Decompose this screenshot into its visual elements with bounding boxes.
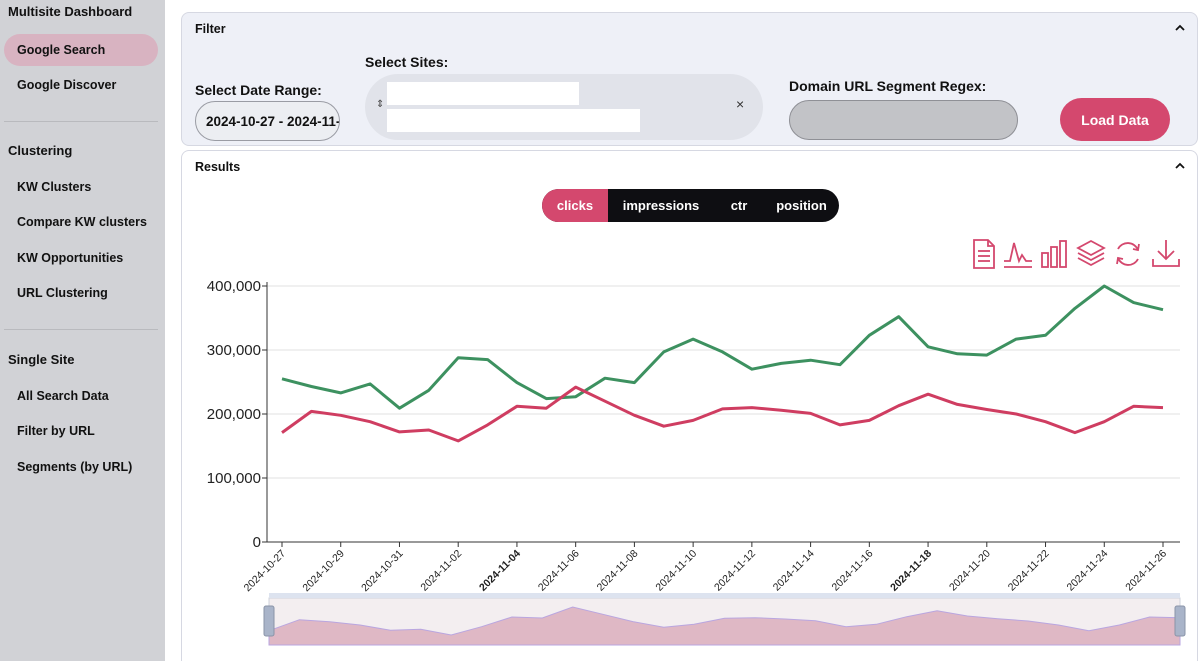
sidebar-item-google-search[interactable]: Google Search — [4, 34, 158, 66]
results-panel-title: Results — [195, 160, 241, 174]
sidebar-item-compare-kw-clusters[interactable]: Compare KW clusters — [17, 215, 147, 229]
filter-panel: Filter Select Date Range: 2024-10-27 - 2… — [181, 12, 1198, 146]
sidebar-item-kw-opportunities[interactable]: KW Opportunities — [17, 251, 124, 265]
chevron-up-icon[interactable] — [1173, 21, 1187, 35]
sidebar-item-segments-by-url[interactable]: Segments (by URL) — [17, 460, 133, 474]
chevron-up-icon[interactable] — [1173, 159, 1187, 173]
site-chip[interactable] — [387, 82, 579, 105]
data-view-icon[interactable] — [970, 237, 1000, 271]
datazoom-handle-right[interactable] — [1174, 605, 1186, 637]
sites-label: Select Sites: — [365, 54, 449, 70]
y-tick-label: 200,000 — [207, 406, 261, 423]
bar-chart-icon[interactable] — [1039, 237, 1069, 271]
restore-icon[interactable] — [1113, 237, 1143, 271]
y-tick-label: 400,000 — [207, 278, 261, 295]
load-data-button[interactable]: Load Data — [1060, 98, 1170, 141]
datazoom-handle-left[interactable] — [263, 605, 275, 637]
y-tick-label: 100,000 — [207, 470, 261, 487]
sidebar-divider — [4, 121, 158, 122]
metric-clicks-button[interactable]: clicks — [542, 189, 608, 222]
results-panel: Results clicks impressions ctr position — [181, 150, 1198, 661]
date-range-label: Select Date Range: — [195, 82, 322, 98]
stack-icon[interactable] — [1076, 237, 1106, 271]
sort-arrows-icon: ⇕ — [376, 99, 385, 110]
metric-impressions-button[interactable]: impressions — [622, 198, 700, 213]
sidebar-item-url-clustering[interactable]: URL Clustering — [17, 286, 108, 300]
datazoom-area — [268, 606, 1181, 646]
sites-select[interactable]: ⇕ × — [365, 74, 763, 140]
regex-label: Domain URL Segment Regex: — [789, 78, 987, 94]
chart-toolbox — [970, 237, 1186, 273]
series-line-red[interactable] — [281, 385, 1164, 443]
sidebar-item-kw-clusters[interactable]: KW Clusters — [17, 180, 92, 194]
regex-input[interactable] — [789, 100, 1018, 140]
sidebar-divider — [4, 329, 158, 330]
metric-position-button[interactable]: position — [776, 198, 827, 213]
site-chip[interactable] — [387, 109, 640, 132]
line-chart-icon[interactable] — [1003, 237, 1033, 271]
metric-ctr-button[interactable]: ctr — [730, 198, 748, 213]
datazoom-top-bar — [269, 593, 1180, 598]
app-title: Multisite Dashboard — [8, 4, 133, 19]
filter-panel-title: Filter — [195, 22, 226, 36]
clustering-section-title: Clustering — [8, 143, 73, 158]
single-site-section-title: Single Site — [8, 352, 75, 367]
sidebar-item-filter-by-url[interactable]: Filter by URL — [17, 424, 95, 438]
sidebar-item-google-discover[interactable]: Google Discover — [17, 78, 117, 92]
clear-icon[interactable]: × — [736, 96, 745, 112]
date-range-input[interactable]: 2024-10-27 - 2024-11-27 — [195, 101, 340, 141]
sidebar-item-all-search-data[interactable]: All Search Data — [17, 389, 109, 403]
download-icon[interactable] — [1151, 237, 1181, 271]
metric-toggle: clicks impressions ctr position — [542, 189, 839, 222]
y-tick-label: 0 — [253, 534, 261, 551]
y-tick-label: 300,000 — [207, 342, 261, 359]
series-line-green[interactable] — [281, 284, 1164, 410]
sidebar: Multisite Dashboard Google Search Google… — [0, 0, 165, 661]
